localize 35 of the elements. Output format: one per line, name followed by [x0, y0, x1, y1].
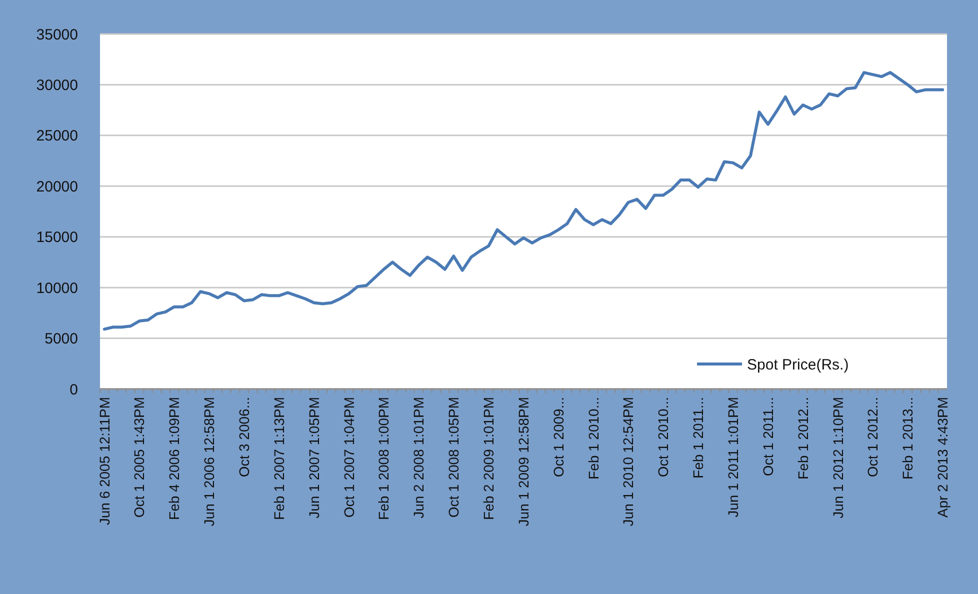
- x-tick-label: Oct 1 2011...: [760, 397, 776, 476]
- x-tick-label: Oct 1 2010...: [655, 397, 672, 478]
- y-tick-label: 35000: [36, 26, 78, 44]
- x-tick-label: Jun 1 2012 1:10PM: [830, 397, 846, 518]
- y-tick-label: 25000: [36, 128, 78, 145]
- x-tick-label: Jun 1 2007 1:05PM: [306, 397, 322, 518]
- x-tick-label: Oct 1 2009...: [550, 397, 566, 478]
- x-tick-label: Oct 3 2006...: [236, 397, 252, 478]
- x-tick-label: Feb 1 2013...: [900, 397, 916, 480]
- x-tick-label: Oct 1 2008 1:05PM: [446, 397, 462, 518]
- y-tick-label: 20000: [36, 178, 78, 196]
- y-tick-label: 10000: [36, 280, 78, 297]
- x-tick-label: Oct 1 2007 1:04PM: [340, 397, 357, 518]
- line-series: [102, 71, 944, 331]
- x-tick-label: Feb 1 2011...: [690, 397, 706, 478]
- x-tick-label: Apr 2 2013 4:43PM: [934, 397, 951, 518]
- x-tick-label: Jun 1 2010 12:54PM: [620, 397, 636, 526]
- x-tick-label: Feb 1 2007 1:13PM: [270, 397, 287, 520]
- y-tick-label: 15000: [36, 229, 78, 246]
- x-tick-label: Feb 1 2012...: [794, 397, 811, 480]
- x-tick-label: Jun 2 2008 1:01PM: [410, 397, 427, 518]
- x-tick-label: Jun 6 2005 12:11PM: [96, 397, 112, 526]
- x-tick-label: Jun 1 2009 12:58PM: [515, 397, 532, 526]
- y-tick-label: 0: [70, 381, 78, 398]
- x-tick-label: Oct 1 2012...: [864, 397, 881, 478]
- x-tick-label: Feb 1 2008 1:00PM: [376, 397, 392, 520]
- x-tick-label: Oct 1 2005 1:43PM: [131, 397, 148, 518]
- y-tick-label: 30000: [36, 76, 78, 94]
- x-tick-label: Feb 2 2009 1:01PM: [480, 397, 496, 520]
- legend-label: Spot Price(Rs.): [747, 356, 849, 374]
- x-tick-label: Feb 1 2010...: [585, 397, 602, 480]
- y-tick-label: 5000: [44, 330, 78, 348]
- x-tick-label: Feb 4 2006 1:09PM: [166, 397, 182, 520]
- x-tick-label: Jun 1 2006 12:58PM: [201, 397, 218, 526]
- x-tick-label: Jun 1 2011 1:01PM: [724, 397, 741, 518]
